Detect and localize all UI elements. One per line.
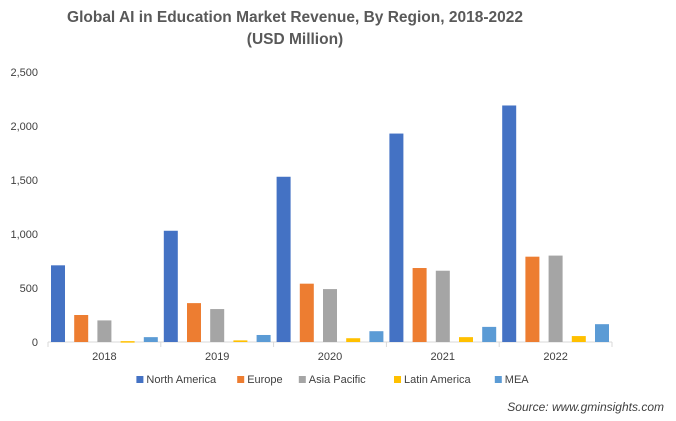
bar-europe-2019 (187, 303, 201, 342)
bar-mea-2019 (256, 334, 271, 342)
bar-europe-2020 (299, 283, 314, 342)
bar-europe-2018 (74, 315, 89, 342)
legend-swatch (237, 376, 245, 383)
chart-title: Global AI in Education Market Revenue, B… (67, 9, 523, 26)
legend-label: MEA (505, 374, 530, 386)
bar-mea-2020 (369, 331, 384, 342)
bar-mea-2021 (482, 326, 497, 342)
legend-swatch (494, 376, 502, 383)
bar-latin-america-2018 (120, 341, 135, 343)
legend-label: North America (146, 374, 217, 386)
source-note: Source: www.gminsights.com (507, 400, 664, 414)
bar-north-america-2021 (389, 133, 404, 342)
legend-swatch (394, 376, 401, 383)
x-axis: 2018 2019 2020 2021 2022 (47, 341, 613, 363)
bar-asia-pacific-2018 (97, 320, 112, 342)
y-tick-label: 2,500 (10, 67, 38, 79)
bar-asia-pacific-2020 (323, 289, 337, 342)
legend-label: Asia Pacific (309, 374, 366, 386)
bar-asia-pacific-2022 (548, 255, 563, 342)
x-tick-label: 2018 (92, 351, 116, 363)
x-tick-label: 2020 (318, 351, 342, 363)
legend-swatch (298, 376, 306, 383)
bar-north-america-2022 (502, 105, 517, 342)
chart-subtitle: (USD Million) (247, 31, 343, 48)
legend: North America Europe Asia Pacific Latin Ame… (136, 374, 529, 386)
bar-north-america-2019 (163, 230, 178, 342)
bar-latin-america-2022 (571, 336, 586, 342)
x-tick-label: 2021 (431, 351, 455, 363)
legend-label: Latin America (404, 374, 472, 386)
bar-north-america-2018 (51, 265, 65, 342)
y-axis: 0 500 1,000 1,500 2,000 2,500 (10, 67, 38, 349)
bar-asia-pacific-2019 (210, 309, 225, 342)
bar-latin-america-2020 (346, 338, 361, 342)
bar-europe-2022 (525, 256, 540, 342)
y-tick-label: 500 (20, 283, 38, 295)
bar-latin-america-2019 (233, 340, 248, 342)
legend-swatch (136, 376, 144, 383)
y-tick-label: 0 (32, 337, 38, 349)
bar-mea-2022 (595, 324, 609, 342)
bars (51, 105, 609, 343)
y-tick-label: 2,000 (10, 121, 38, 133)
bar-mea-2018 (143, 337, 158, 342)
bar-latin-america-2021 (459, 337, 473, 342)
y-tick-label: 1,500 (10, 175, 38, 187)
x-tick-label: 2022 (543, 351, 567, 363)
legend-label: Europe (247, 374, 282, 386)
bar-asia-pacific-2021 (435, 270, 450, 342)
bar-north-america-2020 (276, 176, 291, 342)
y-tick-label: 1,000 (10, 229, 38, 241)
bar-europe-2021 (412, 268, 427, 342)
x-tick-label: 2019 (205, 351, 229, 363)
